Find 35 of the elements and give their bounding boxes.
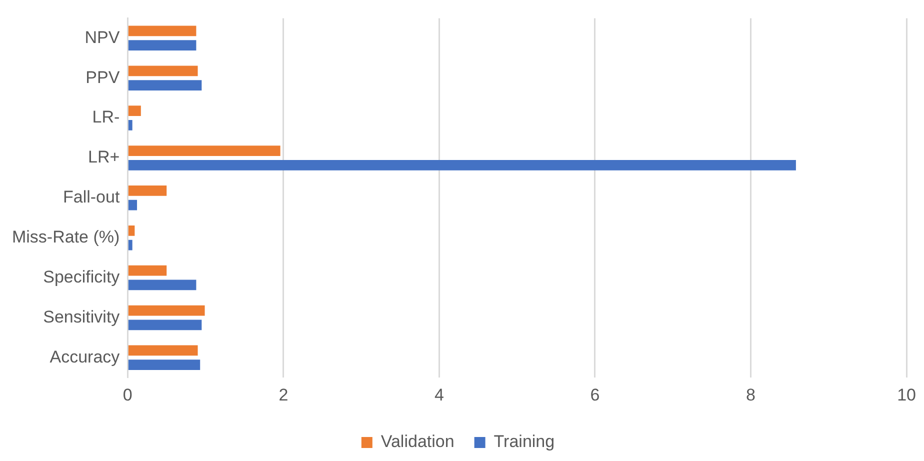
bar bbox=[128, 280, 196, 290]
x-tick-label: 8 bbox=[746, 385, 756, 404]
y-tick-label: PPV bbox=[86, 68, 120, 87]
x-tick-label: 0 bbox=[122, 385, 132, 404]
y-tick-label: LR+ bbox=[88, 148, 120, 167]
bar bbox=[128, 26, 196, 36]
y-tick-label: LR- bbox=[92, 108, 120, 127]
y-tick-label: Fall-out bbox=[62, 188, 120, 207]
bar bbox=[128, 146, 280, 156]
bar bbox=[128, 360, 200, 370]
y-tick-label: Accuracy bbox=[50, 347, 120, 366]
bar bbox=[128, 120, 132, 130]
legend-label: Validation bbox=[380, 432, 454, 452]
bar bbox=[128, 80, 202, 90]
bar bbox=[128, 225, 135, 236]
x-tick-label: 4 bbox=[434, 385, 444, 404]
y-tick-label: Sensitivity bbox=[43, 307, 120, 326]
bar bbox=[128, 265, 167, 276]
x-tick-label: 10 bbox=[897, 385, 916, 404]
legend-label: Training bbox=[494, 432, 555, 452]
y-tick-label: Miss-Rate (%) bbox=[12, 228, 120, 247]
y-tick-label: NPV bbox=[84, 28, 120, 47]
bar bbox=[128, 200, 138, 210]
x-tick-label: 6 bbox=[590, 385, 600, 404]
bar bbox=[128, 345, 198, 356]
x-tick-label: 2 bbox=[278, 385, 288, 404]
bar bbox=[128, 186, 167, 196]
bar bbox=[128, 66, 198, 76]
bar bbox=[128, 320, 202, 330]
y-tick-label: Specificity bbox=[43, 267, 120, 286]
bar bbox=[128, 240, 132, 250]
bar bbox=[128, 106, 141, 116]
bar bbox=[128, 40, 196, 51]
bar bbox=[128, 160, 796, 170]
bar bbox=[128, 305, 205, 316]
